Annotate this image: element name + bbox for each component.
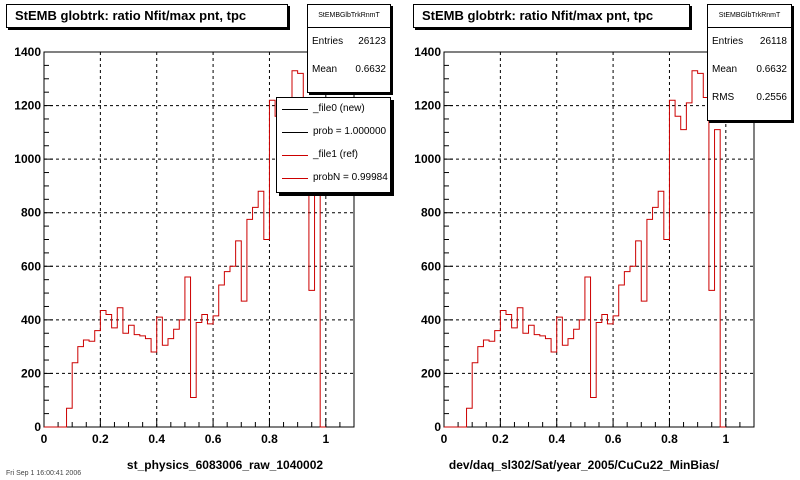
x-tick-label: 0.6 bbox=[205, 432, 222, 446]
right-stats-entries-label: Entries bbox=[712, 36, 744, 47]
legend-label: probN = 0.99984 bbox=[313, 172, 388, 183]
y-tick-label: 0 bbox=[434, 420, 441, 434]
y-tick-label: 1200 bbox=[414, 99, 441, 113]
left-stats-box: StEMBGlbTrkRnmT Entries 26123 Mean 0.663… bbox=[307, 4, 391, 93]
legend-entry-probn: probN = 0.99984 bbox=[277, 167, 390, 190]
right-stats-box: StEMBGlbTrkRnmT Entries 26118 Mean 0.663… bbox=[707, 4, 792, 121]
y-tick-label: 600 bbox=[421, 259, 441, 273]
y-tick-label: 1000 bbox=[414, 152, 441, 166]
left-plot-title: StEMB globtrk: ratio Nfit/max pnt, tpc bbox=[6, 4, 288, 28]
left-stats-entries-label: Entries bbox=[312, 36, 344, 47]
legend-label: _file0 (new) bbox=[313, 103, 365, 114]
legend-entry-prob: prob = 1.000000 bbox=[277, 121, 390, 144]
x-axis-label: dev/daq_sl302/Sat/year_2005/CuCu22_MinBi… bbox=[449, 458, 720, 472]
x-tick-label: 1 bbox=[322, 432, 329, 446]
x-tick-label: 0.2 bbox=[492, 432, 509, 446]
y-tick-label: 400 bbox=[421, 313, 441, 327]
x-tick-label: 1 bbox=[722, 432, 729, 446]
right-stats-mean-label: Mean bbox=[712, 64, 738, 75]
x-tick-label: 0.8 bbox=[261, 432, 278, 446]
y-tick-label: 0 bbox=[34, 420, 41, 434]
y-tick-label: 1000 bbox=[14, 152, 41, 166]
legend-line-black bbox=[282, 109, 308, 110]
legend-line-black bbox=[282, 132, 308, 133]
x-tick-label: 0.4 bbox=[148, 432, 165, 446]
legend-line-red bbox=[282, 155, 308, 156]
x-tick-label: 0.4 bbox=[548, 432, 565, 446]
left-stats-entries-value: 26123 bbox=[358, 36, 386, 47]
left-stats-name: StEMBGlbTrkRnmT bbox=[308, 5, 390, 28]
y-tick-label: 200 bbox=[421, 366, 441, 380]
x-tick-label: 0.8 bbox=[661, 432, 678, 446]
x-axis-label: st_physics_6083006_raw_1040002 bbox=[127, 458, 323, 472]
y-tick-label: 1400 bbox=[414, 45, 441, 59]
right-stats-name: StEMBGlbTrkRnmT bbox=[708, 5, 791, 28]
left-legend: _file0 (new) prob = 1.000000 _file1 (ref… bbox=[276, 97, 391, 193]
histogram-series-line bbox=[444, 70, 726, 428]
legend-label: _file1 (ref) bbox=[313, 149, 359, 160]
x-tick-label: 0 bbox=[441, 432, 448, 446]
y-tick-label: 600 bbox=[21, 259, 41, 273]
y-tick-label: 1200 bbox=[14, 99, 41, 113]
right-stats-mean-value: 0.6632 bbox=[756, 64, 787, 75]
timestamp-footer: Fri Sep 1 16:00:41 2006 bbox=[6, 470, 82, 477]
legend-line-red bbox=[282, 178, 308, 179]
plot-frame bbox=[443, 51, 755, 428]
right-stats-rms-label: RMS bbox=[712, 92, 735, 103]
x-tick-label: 0.6 bbox=[605, 432, 622, 446]
legend-label: prob = 1.000000 bbox=[313, 126, 387, 137]
x-tick-label: 0.2 bbox=[92, 432, 109, 446]
right-stats-entries-value: 26118 bbox=[759, 36, 787, 47]
y-tick-label: 400 bbox=[21, 313, 41, 327]
y-tick-label: 800 bbox=[21, 206, 41, 220]
left-stats-mean-value: 0.6632 bbox=[355, 64, 386, 75]
y-tick-label: 800 bbox=[421, 206, 441, 220]
legend-entry-file1: _file1 (ref) bbox=[277, 144, 390, 167]
y-tick-label: 1400 bbox=[14, 45, 41, 59]
legend-entry-file0: _file0 (new) bbox=[277, 98, 390, 121]
y-tick-label: 200 bbox=[21, 366, 41, 380]
right-plot-title: StEMB globtrk: ratio Nfit/max pnt, tpc bbox=[413, 4, 690, 28]
x-tick-label: 0 bbox=[41, 432, 48, 446]
left-stats-mean-label: Mean bbox=[312, 64, 338, 75]
right-stats-rms-value: 0.2556 bbox=[756, 92, 787, 103]
